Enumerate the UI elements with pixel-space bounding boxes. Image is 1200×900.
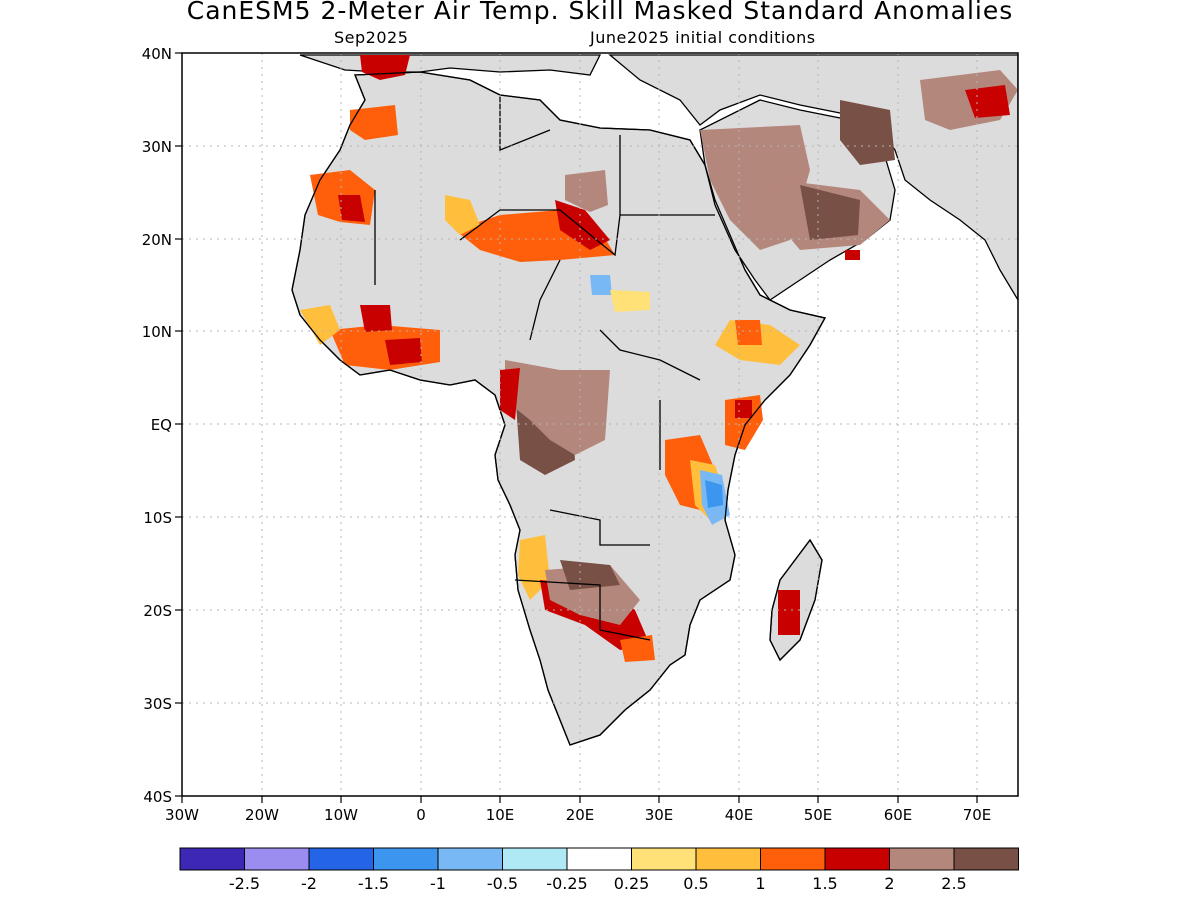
map-layers — [291, 54, 1018, 746]
colorbar-label: -0.5 — [487, 874, 518, 893]
colorbar-swatch — [889, 847, 955, 871]
lat-label: 30S — [143, 695, 172, 713]
initial-conditions: June2025 initial conditions — [590, 28, 816, 47]
lon-label: 50E — [804, 806, 833, 824]
lat-labels: 40N 30N 20N 10N EQ 10S 20S 30S 40S — [142, 45, 172, 806]
axis-ticks — [175, 52, 978, 803]
lon-label: 40E — [725, 806, 754, 824]
colorbar-swatch — [308, 847, 374, 871]
colorbar-swatch — [953, 847, 1019, 871]
colorbar-swatch — [502, 847, 568, 871]
lon-label: 10E — [486, 806, 515, 824]
colorbar-label: 1 — [755, 874, 765, 893]
sudan-blue — [590, 275, 612, 295]
lat-label: 20N — [142, 231, 172, 249]
colorbar-swatch — [760, 847, 826, 871]
forecast-month: Sep2025 — [334, 28, 409, 47]
arabia-brown — [800, 185, 860, 240]
morocco-orange — [350, 105, 398, 140]
colorbar-label: -1.5 — [358, 874, 389, 893]
lon-label: 20E — [566, 806, 595, 824]
colorbar-label: 2.5 — [941, 874, 966, 893]
lon-label: 20W — [245, 806, 279, 824]
lon-label: 0 — [416, 806, 426, 824]
sudan-yellow — [610, 290, 650, 312]
lat-label: 40S — [143, 788, 172, 806]
sahara-warm-yellow — [445, 195, 480, 235]
map-title: CanESM5 2-Meter Air Temp. Skill Masked S… — [186, 0, 1014, 25]
tanzania-blue-core — [705, 480, 723, 508]
colorbar-swatch — [373, 847, 439, 871]
colorbar-swatch — [179, 847, 245, 871]
ghana-darkred — [385, 338, 422, 365]
colorbar-swatch — [244, 847, 310, 871]
colorbar-label: 0.5 — [683, 874, 708, 893]
colorbar: -2.5 -2 -1.5 -1 -0.5 -0.25 0.25 0.5 1 1.5 2 2.5 — [179, 847, 1019, 893]
yemen-red — [845, 250, 860, 260]
graticule — [182, 53, 1018, 796]
colorbar-label: 0.25 — [614, 874, 650, 893]
colorbar-label: 1.5 — [812, 874, 837, 893]
kenya-red — [735, 400, 752, 418]
lon-label: 60E — [884, 806, 913, 824]
lon-label: 10W — [324, 806, 358, 824]
colorbar-label: -1 — [430, 874, 446, 893]
cameroon-lightbrown — [505, 360, 610, 455]
libya-brown — [565, 170, 608, 212]
ethiopia-orange — [735, 320, 762, 345]
iran-brown — [840, 100, 895, 165]
pakistan-red — [965, 85, 1010, 118]
lat-label: 10S — [143, 509, 172, 527]
colorbar-swatch — [631, 847, 697, 871]
lat-label: 20S — [143, 602, 172, 620]
colorbar-label: -2 — [301, 874, 317, 893]
colorbar-swatch — [695, 847, 761, 871]
lon-label: 70E — [963, 806, 992, 824]
colorbar-swatch — [437, 847, 503, 871]
lon-labels: 30W 20W 10W 0 10E 20E 30E 40E 50E 60E 70… — [165, 806, 991, 824]
lat-label: 30N — [142, 138, 172, 156]
kenya-orange — [725, 395, 763, 450]
lon-label: 30E — [645, 806, 674, 824]
mauritania-red — [338, 195, 365, 222]
colorbar-swatch — [824, 847, 890, 871]
gabon-red — [500, 368, 520, 420]
chad-red — [555, 200, 610, 250]
westafrica-orange — [330, 325, 440, 370]
colorbar-swatch — [566, 847, 632, 871]
lat-label: 40N — [142, 45, 172, 63]
colorbar-label: -0.25 — [546, 874, 587, 893]
mozambique-orange — [620, 635, 655, 662]
guinea-yellow — [300, 305, 340, 345]
lon-label: 30W — [165, 806, 199, 824]
madagascar-red — [778, 590, 800, 635]
colorbar-label: -2.5 — [229, 874, 260, 893]
colorbar-label: 2 — [884, 874, 894, 893]
westafrica-red — [360, 305, 392, 332]
lat-label: EQ — [151, 416, 172, 434]
zambia-brown — [560, 560, 620, 590]
lat-label: 10N — [142, 323, 172, 341]
